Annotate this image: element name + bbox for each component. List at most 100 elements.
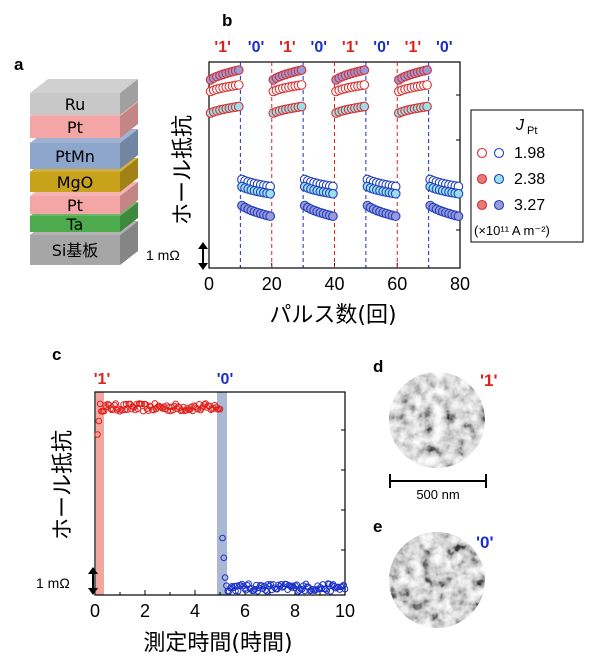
- series-3.27: [205, 65, 464, 222]
- data-point: [262, 586, 269, 594]
- legend-title-sub: Pt: [527, 125, 537, 137]
- data-point: [94, 431, 101, 438]
- data-point: [328, 211, 338, 222]
- data-point: [296, 65, 307, 75]
- scale-bar-label: 500 nm: [416, 487, 459, 502]
- data-point: [296, 101, 307, 112]
- data-point: [250, 587, 258, 594]
- legend-unit: (×10¹¹ A m⁻²): [474, 223, 550, 238]
- legend-marker-low: [493, 147, 505, 159]
- scale-bar: 500 nm: [389, 474, 487, 502]
- state-label: '1': [405, 39, 422, 56]
- state-label-d: '1': [480, 371, 498, 390]
- legend-title: J: [515, 117, 525, 134]
- mfm-image-d: [389, 372, 485, 468]
- layer-label: MgO: [57, 173, 94, 192]
- data-point: [453, 211, 464, 222]
- data-point: [107, 405, 114, 413]
- data-point: [220, 554, 228, 562]
- scale-arrow-head: [88, 567, 98, 574]
- x-tick-label: 2: [140, 601, 150, 621]
- state-label: '1': [279, 39, 296, 56]
- state-label: '1': [214, 39, 231, 56]
- state-label: '0': [248, 39, 265, 56]
- x-tick-label: 80: [450, 274, 470, 294]
- data-point: [233, 80, 244, 90]
- data-point: [296, 80, 307, 90]
- data-point: [422, 65, 432, 75]
- data-point: [422, 80, 432, 90]
- panel-b-label: b: [222, 11, 232, 30]
- data-point: [234, 587, 242, 595]
- data-point: [216, 405, 224, 413]
- x-tick-label: 0: [90, 601, 100, 621]
- data-point: [112, 400, 120, 407]
- layer-label: Ru: [65, 95, 86, 114]
- state-labels-c: '1' '0': [94, 371, 234, 388]
- legend-marker-high: [476, 173, 488, 185]
- data-point: [225, 588, 233, 595]
- data-point: [265, 188, 276, 199]
- x-tick-label: 6: [240, 601, 250, 621]
- panel-d-label: d: [373, 357, 383, 376]
- layer-label: Pt: [67, 196, 83, 215]
- legend-entry: 1.98: [514, 145, 545, 162]
- data-point: [328, 188, 338, 199]
- legend-marker-high: [476, 147, 488, 159]
- data-point: [359, 80, 370, 90]
- y-axis-label-b: ホール抵抗: [171, 115, 196, 225]
- data-point: [142, 401, 150, 408]
- scale-arrow-head: [198, 242, 208, 249]
- state-label: '0': [311, 39, 328, 56]
- state-label: '1': [94, 371, 111, 388]
- segment-state0: [219, 534, 349, 595]
- x-axis-label-b: パルス数(回): [269, 303, 396, 328]
- state-label: '1': [342, 39, 359, 56]
- scale-arrow-head: [198, 263, 208, 270]
- chart-c: 0 2 4 6 8 10: [88, 391, 355, 621]
- data-point: [95, 417, 103, 425]
- data-point: [323, 587, 331, 594]
- layer-label: Ta: [66, 215, 84, 234]
- panel-e-label: e: [373, 517, 382, 536]
- layer-ru: Ru: [30, 79, 138, 115]
- data-point: [117, 406, 125, 413]
- scale-label-c: 1 mΩ: [36, 575, 70, 591]
- panel-a-label: a: [14, 55, 24, 74]
- x-tick-label: 10: [335, 601, 355, 621]
- data-point: [341, 585, 349, 593]
- data-point: [422, 101, 432, 112]
- legend-entry: 3.27: [514, 197, 545, 214]
- data-point: [265, 211, 276, 222]
- state-label: '0': [436, 39, 453, 56]
- state-labels-b: '1' '0' '1' '0' '1' '0' '1' '0': [214, 39, 452, 56]
- x-tick-label: 0: [204, 274, 214, 294]
- data-point: [453, 188, 464, 199]
- layer-label: Pt: [67, 118, 83, 137]
- chart-b: 0 20 40 60 80: [198, 61, 470, 294]
- data-point: [169, 406, 177, 414]
- legend-entry: 2.38: [514, 171, 545, 188]
- data-point: [359, 101, 370, 112]
- x-tick-label: 40: [324, 274, 344, 294]
- layer-label: Si基板: [52, 241, 99, 260]
- data-point: [292, 582, 299, 590]
- x-tick-label: 8: [290, 601, 300, 621]
- data-point: [111, 401, 118, 409]
- series-1.98: [205, 80, 464, 192]
- y-axis-label-c: ホール抵抗: [51, 430, 76, 540]
- data-point: [227, 584, 234, 592]
- mfm-image-e: [389, 532, 485, 628]
- data-point: [233, 65, 244, 75]
- data-point: [293, 581, 301, 588]
- x-tick-label: 60: [387, 274, 407, 294]
- x-axis-label-c: 測定時間(時間): [143, 631, 292, 656]
- legend-b: J Pt 1.98 2.38 3.27 (×10¹¹ A m⁻²): [470, 109, 584, 243]
- x-tick-label: 20: [262, 274, 282, 294]
- switch-band-1: [96, 392, 104, 595]
- data-point: [390, 188, 401, 199]
- layer-label: PtMn: [55, 147, 95, 166]
- switch-band-0: [217, 392, 227, 595]
